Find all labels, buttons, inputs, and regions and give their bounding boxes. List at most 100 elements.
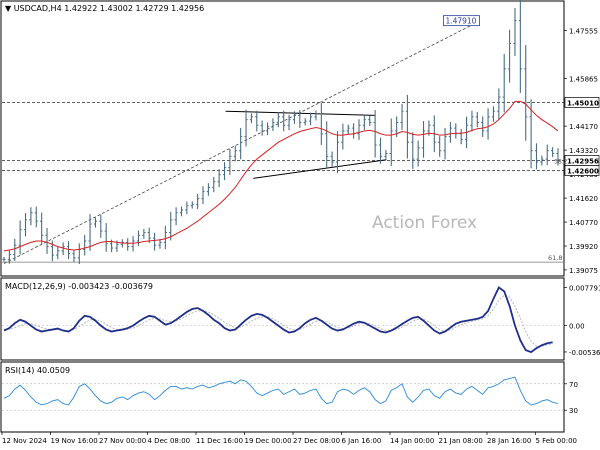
price-bar [335,131,340,174]
rsi-tick-label: 70 [569,381,578,389]
price-bar [518,0,522,93]
x-tick-label: 19 Nov 16:00 [51,437,98,445]
price-bar [147,227,151,243]
x-tick-label: 21 Jan 08:00 [439,437,483,445]
price-bar [475,112,479,128]
y-tick-label: 1.44170 [569,123,598,131]
price-bar [282,110,286,132]
price-bar [228,148,232,175]
price-bar [239,127,243,160]
price-bar [142,228,146,239]
price-bar [190,201,194,209]
price-bar [255,110,259,132]
price-bar [185,201,189,215]
macd-label: MACD(12,26,9) -0.003423 -0.003679 [5,282,153,291]
price-bar [212,176,216,193]
price-bar [556,148,560,166]
trendlines [3,20,481,264]
price-bar [34,206,38,228]
price-bar [308,112,313,126]
price-bar [126,238,130,251]
price-bar [368,116,372,127]
price-bar [66,241,71,260]
price-levels [2,102,564,263]
price-bar [29,207,33,226]
rsi-line [3,376,559,406]
price-bar [72,249,76,263]
price-bar [244,109,248,147]
price-bar [179,206,184,217]
rsi-tick-label: 30 [569,407,578,415]
price-bar [481,116,485,138]
price-bar [153,232,157,251]
price-bar [507,29,512,83]
price-bar [303,118,307,126]
x-tick-label: 14 Jan 00:00 [390,437,434,445]
price-bar [378,137,383,164]
level-label: 1.42956 [567,157,599,165]
price-bar [373,110,377,158]
price-bar [93,217,98,228]
level-label-box [564,165,600,176]
price-bar [265,122,270,136]
price-bar [88,214,92,251]
price-bar [389,118,393,166]
price-bar [233,145,237,162]
rsi-series: 70 30 [2,376,578,415]
x-tick-label: 12 Nov 2024 [2,437,47,445]
watermark: Action Forex [372,213,477,233]
price-bar [260,120,264,136]
price-bar [158,238,162,249]
price-bar [357,119,361,140]
price-bar [56,246,60,260]
price-bar [384,149,388,160]
price-bar [45,227,49,254]
macd-series: 0.007791 0.00 -0.005367 [2,284,600,357]
price-bar [524,45,528,141]
macd-line [3,286,553,354]
trendline [3,20,481,264]
price-bar [470,110,474,132]
price-bar [513,8,517,57]
x-tick-label: 19 Dec 00:00 [245,437,292,445]
y-tick-label: 1.40770 [569,219,598,227]
price-bar [18,220,22,255]
price-bar [174,207,178,226]
price-bar [459,128,463,145]
y-tick-label: 1.41620 [569,195,598,203]
price-bar [23,213,28,237]
y-tick-label: 1.39920 [569,243,598,251]
price-bar [83,234,87,256]
macd-tick-label: -0.005367 [569,349,600,357]
price-bar [222,162,227,181]
x-tick-label: 4 Dec 08:00 [148,437,191,445]
ma-line [3,100,559,252]
price-bar [400,103,404,130]
price-bar [491,106,496,122]
macd-signal-line [3,294,553,347]
price-bar [454,123,458,139]
price-bar [206,183,210,196]
price-bar [534,143,539,170]
peak-label-box [443,15,480,27]
y-tick-label: 1.45865 [569,75,598,83]
price-bar [319,102,323,145]
price-bar [131,236,135,252]
price-bar [540,155,544,166]
x-tick-label: 6 Jan 16:00 [342,437,382,445]
x-axis: 12 Nov 2024 19 Nov 16:00 27 Nov 00:00 4 Dec… [1,432,577,445]
price-bar [421,121,426,158]
macd-tick-label: 0.007791 [569,284,600,292]
price-bar [330,151,334,167]
level-label: 1.42600 [567,167,599,175]
price-bar [271,118,275,131]
x-tick-label: 11 Dec 16:00 [196,437,243,445]
price-bar [196,193,200,210]
fib-small-label: 38.2 [554,158,568,165]
price-bar [497,88,501,120]
triangle-upper-line [225,110,376,116]
level-label: 1.45010 [567,99,599,107]
fib-label: 61.8 [548,254,562,262]
price-bar [314,110,318,121]
